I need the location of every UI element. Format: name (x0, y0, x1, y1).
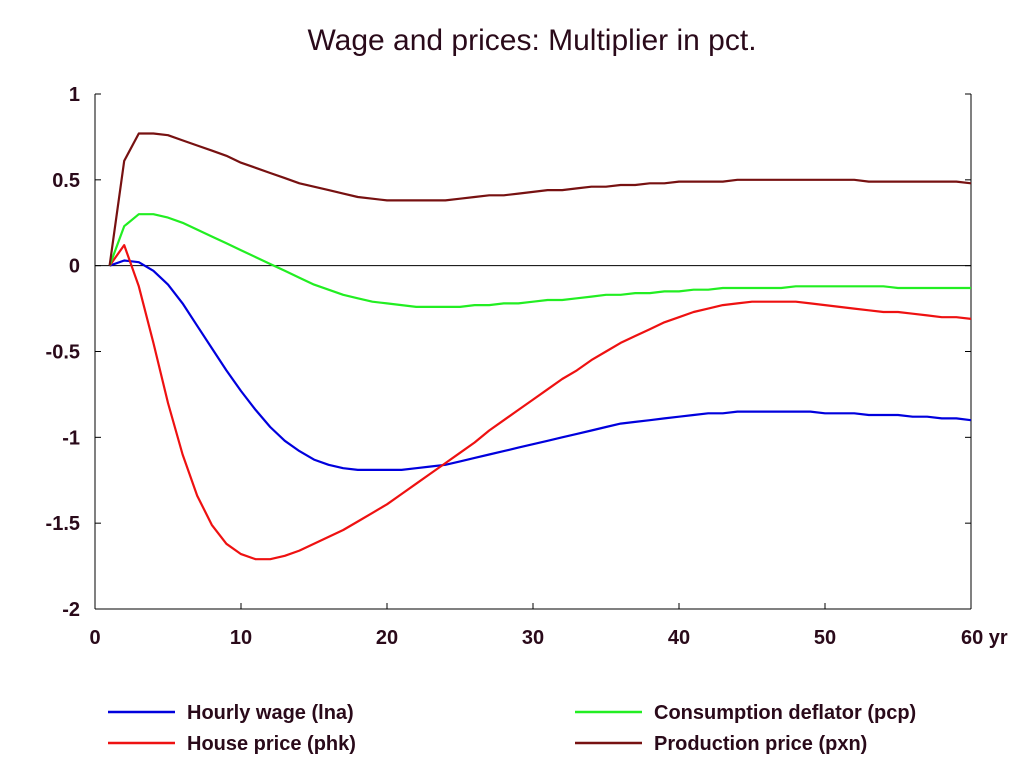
y-tick-label: -1 (62, 427, 80, 449)
y-axis: 1 0.5 0 -0.5 -1 -1.5 -2 (46, 84, 971, 621)
y-tick-label: 1 (69, 84, 80, 106)
y-tick-label: -2 (62, 599, 80, 621)
chart-title: Wage and prices: Multiplier in pct. (307, 24, 756, 57)
x-tick-label: 60 yr (961, 627, 1008, 649)
y-tick-label: -1.5 (46, 513, 80, 535)
legend-label: Production price (pxn) (654, 733, 867, 755)
series-line-2 (108, 244, 972, 561)
legend-label: House price (phk) (187, 733, 356, 755)
legend: Hourly wage (lna) House price (phk) Consum… (108, 702, 916, 755)
x-axis: 0 10 20 30 40 50 60 yr (89, 603, 1008, 649)
y-tick-label: -0.5 (46, 342, 80, 364)
x-tick-label: 10 (230, 627, 252, 649)
legend-label: Hourly wage (lna) (187, 702, 354, 724)
series-group (108, 132, 972, 561)
series-line-3 (108, 213, 971, 308)
plot-frame (94, 94, 972, 610)
x-tick-label: 30 (522, 627, 544, 649)
y-tick-label: 0.5 (52, 170, 80, 192)
x-tick-label: 40 (668, 627, 690, 649)
y-tick-label: 0 (69, 256, 80, 278)
series-line-1 (109, 259, 972, 471)
x-tick-label: 50 (814, 627, 836, 649)
x-tick-label: 0 (89, 627, 100, 649)
legend-label: Consumption deflator (pcp) (654, 702, 916, 724)
series-line-4 (108, 132, 972, 266)
x-tick-label: 20 (376, 627, 398, 649)
